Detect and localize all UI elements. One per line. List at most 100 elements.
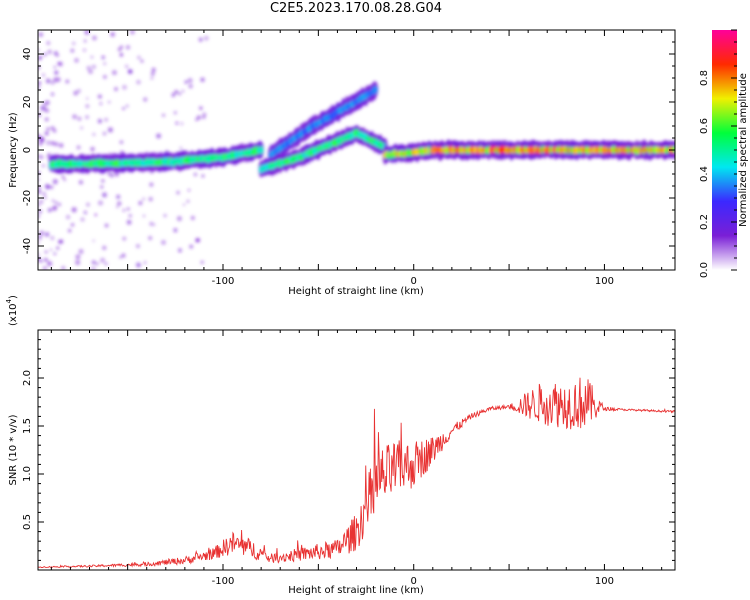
heatmap-noise-cell [119,140,124,145]
heatmap-noise-cell [38,65,41,70]
x-tick-label: 0 [411,576,417,587]
heatmap-noise-cell [190,215,195,221]
heatmap-noise-cell [70,223,75,227]
heatmap-noise-cell [114,171,120,177]
heatmap-noise-cell [143,261,147,265]
heatmap-noise-cell [39,154,44,160]
heatmap-noise-cell [65,79,70,84]
heatmap-noise-cell [111,70,117,76]
heatmap-noise-cell [104,262,108,266]
heatmap-noise-cell [125,45,131,50]
heatmap-noise-cell [122,209,126,212]
colorbar-tick-label: 0.6 [699,118,710,134]
heatmap-noise-cell [53,70,59,75]
snr-multiplier-exp: 4 [5,298,13,303]
heatmap-noise-cell [42,101,48,107]
heatmap-noise-cell [171,93,176,98]
heatmap-noise-cell [51,199,55,203]
heatmap-noise-cell [151,67,156,73]
heatmap-noise-cell [150,71,155,76]
heatmap-noise-cell [41,163,46,168]
heatmap-noise-cell [126,219,132,225]
heatmap-noise-cell [39,259,43,263]
heatmap-noise-cell [100,178,105,183]
heatmap-noise-cell [140,59,144,63]
heatmap-noise-cell [155,133,162,139]
heatmap-noise-cell [47,152,51,156]
heatmap-noise-cell [122,236,127,241]
heatmap-noise-cell [116,194,121,199]
heatmap-noise-cell [42,265,48,270]
snr-series-line [38,377,675,569]
heatmap-noise-cell [50,140,55,146]
heatmap-noise-cell [186,199,190,203]
heatmap-noise-cell [149,182,154,187]
snr-x-ticks: -100 0 100 [50,330,663,587]
heatmap-noise-cell [142,214,146,218]
heatmap-noise-cell [91,64,97,70]
heatmap-noise-cell [42,73,45,77]
heatmap-noise-cell [51,205,58,211]
heatmap-noise-cell [195,238,200,243]
heatmap-noise-cell [102,131,107,136]
heatmap-noise-cell [125,65,129,68]
heatmap-noise-cell [47,49,53,55]
heatmap-noise-cell [47,208,52,213]
heatmap-noise-cell [198,106,203,111]
colorbar-tick-label: 0.0 [699,262,710,278]
heatmap-noise-cell [127,69,133,75]
y-tick-label: 1.5 [22,418,33,434]
colorbar: 0.0 0.2 0.4 0.6 0.8 Normalized spectral ampl… [699,29,749,278]
heatmap-noise-cell [182,203,186,207]
y-tick-label: 40 [22,48,33,61]
heatmap-noise-cell [39,230,45,236]
heatmap-noise-cell [99,257,106,263]
heatmap-noise-cell [53,252,57,256]
heatmap-noise-cell [76,88,82,94]
y-tick-label: 0.5 [22,514,33,530]
heatmap-noise-cell [152,223,156,226]
heatmap-noise-cell [200,77,205,83]
heatmap-noise-cell [80,126,83,130]
heatmap-noise-cell [107,127,114,133]
heatmap-noise-cell [177,91,182,96]
heatmap-noise-cell [91,266,96,270]
heatmap-ridge-core [258,146,264,154]
colorbar-tick-label: 0.2 [699,214,710,230]
heatmap-noise-cell [71,207,77,213]
heatmap-noise-cell [200,260,205,265]
heatmap-noise-cell [181,89,185,93]
heatmap-noise-cell [187,77,193,83]
x-tick-label: 100 [595,276,614,287]
colorbar-label: Normalized spectral amplitude [738,73,749,227]
x-tick-label: -100 [212,276,235,287]
heatmap-noise-cell [149,221,154,226]
heatmap-noise-cell [38,214,41,219]
heatmap-noise-cell [142,97,148,102]
heatmap-noise-cell [101,192,108,198]
snr-multiplier-close: ) [8,295,19,299]
snr-plot-area [38,330,675,570]
snr-panel: -100 0 100 0.5 1.0 1.5 2.0 Height of straight… [5,295,676,596]
heatmap-noise-cell [72,114,78,120]
heatmap-noise-cell [187,189,191,192]
heatmap-noise-cell [38,199,44,205]
y-tick-label: 2.0 [22,370,33,386]
heatmap-noise-cell [78,248,84,255]
heatmap-noise-cell [176,215,183,222]
heatmap-noise-cell [45,184,51,190]
heatmap-noise-cell [40,105,46,111]
heatmap-noise-cell [177,248,182,253]
spectrogram-y-label: Frequency (Hz) [8,112,19,188]
heatmap-noise-cell [196,115,202,120]
heatmap-noise-cell [61,175,65,179]
heatmap-noise-cell [136,79,141,85]
heatmap-noise-cell [173,111,178,115]
heatmap-noise-cell [94,213,98,217]
heatmap-noise-cell [195,118,198,121]
heatmap-noise-cell [83,48,86,52]
heatmap-noise-cell [110,32,116,37]
heatmap-noise-cell [135,262,141,268]
heatmap-noise-cell [49,185,54,190]
heatmap-noise-cell [44,232,50,237]
